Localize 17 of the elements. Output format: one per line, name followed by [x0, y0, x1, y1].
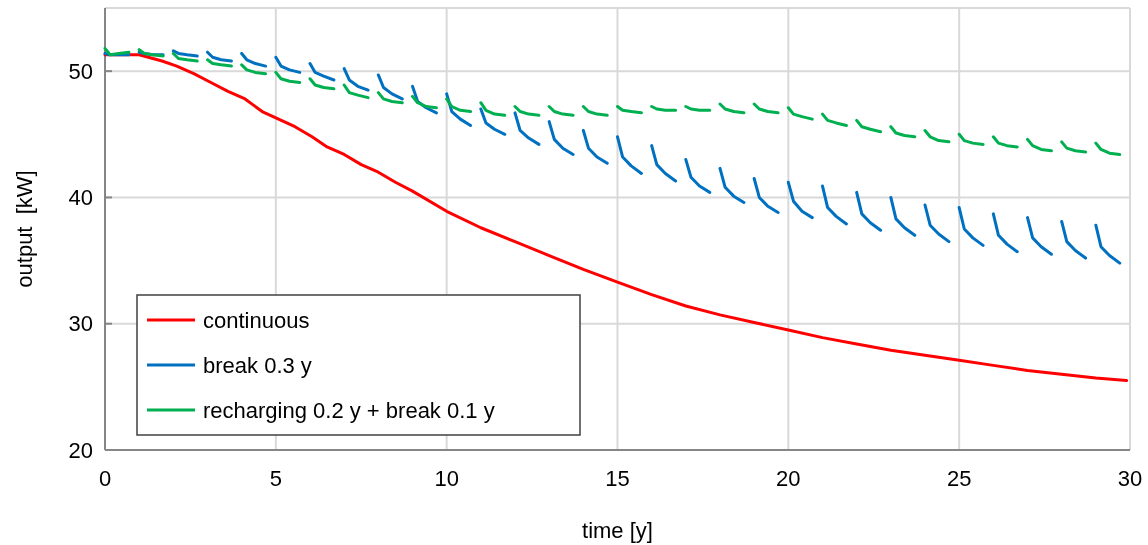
- x-axis-title: time [y]: [582, 518, 653, 543]
- line-series: [103, 53, 1129, 383]
- legend-label: recharging 0.2 y + break 0.1 y: [203, 397, 495, 423]
- legend-label: break 0.3 y: [203, 352, 312, 378]
- y-tick-label: 50: [68, 58, 93, 84]
- x-tick-label: 0: [98, 466, 112, 491]
- y-tick-label: 40: [68, 185, 93, 211]
- x-tick-label: 30: [1117, 466, 1143, 491]
- legend-label: continuous: [203, 307, 310, 333]
- x-tick-label: 10: [434, 466, 459, 491]
- x-tick-label: 15: [605, 466, 630, 491]
- y-axis-title: output [kW]: [12, 170, 37, 288]
- x-tick-label: 25: [946, 466, 972, 491]
- y-tick-label: 20: [68, 437, 93, 463]
- x-tick-label: 20: [776, 466, 801, 491]
- x-tick-label: 5: [269, 466, 282, 491]
- y-tick-label: 30: [68, 311, 93, 337]
